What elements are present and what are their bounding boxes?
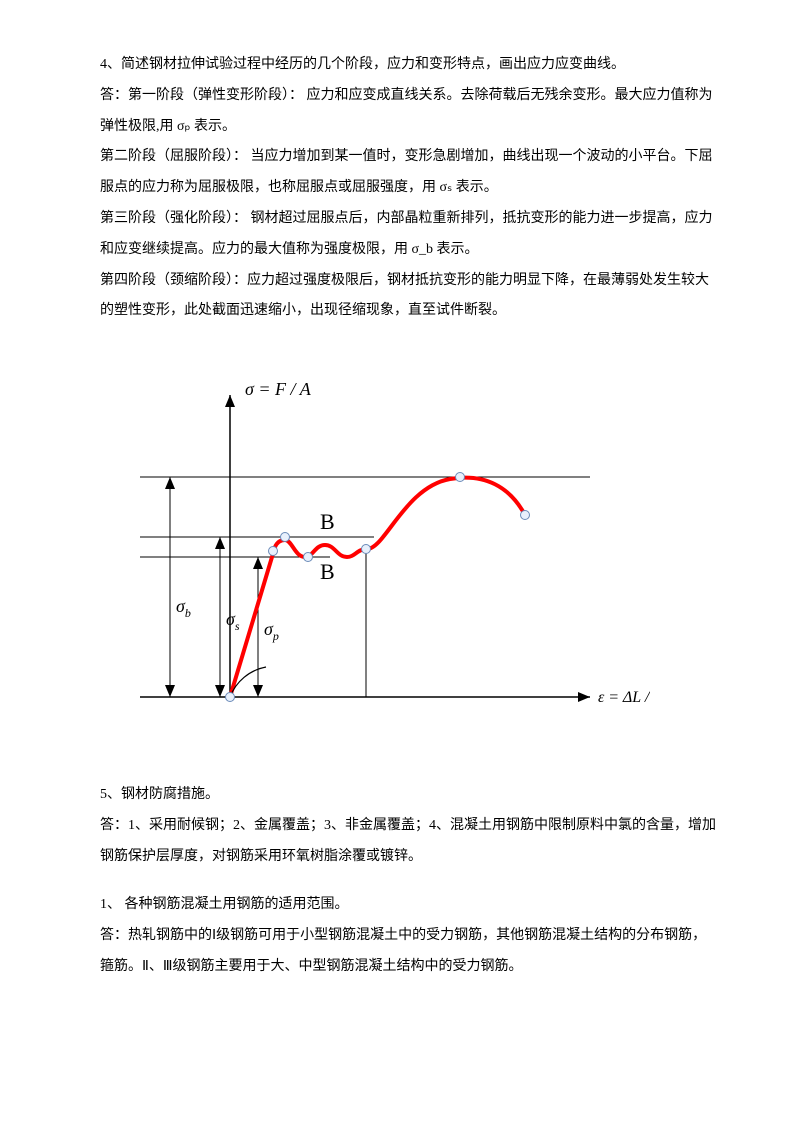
q4-answer-line: 第三阶段（强化阶段）： 钢材超过屈服点后，内部晶粒重新排列，抵抗变形的能力进一步… (100, 204, 720, 266)
svg-text:B: B (320, 509, 335, 534)
svg-text:ε = ΔL / L₀: ε = ΔL / L₀ (598, 689, 650, 706)
q4-answer-line: 第二阶段（屈服阶段）： 当应力增加到某一值时，变形急剧增加，曲线出现一个波动的小… (100, 142, 720, 204)
q4-answer-line: 第四阶段（颈缩阶段）：应力超过强度极限后，钢材抵抗变形的能力明显下降，在最薄弱处… (100, 266, 720, 328)
q4-question: 4、简述钢材拉伸试验过程中经历的几个阶段，应力和变形特点，画出应力应变曲线。 (100, 50, 720, 81)
q4-answer-line: 答：第一阶段（弹性变形阶段）： 应力和应变成直线关系。去除荷载后无残余变形。最大… (100, 81, 720, 143)
q1-question: 1、 各种钢筋混凝土用钢筋的适用范围。 (100, 890, 720, 921)
svg-text:σs: σs (226, 609, 240, 633)
svg-text:σ = F / A: σ = F / A (245, 379, 312, 399)
q5-question: 5、钢材防腐措施。 (100, 780, 720, 811)
q1-answer: 答：热轧钢筋中的Ⅰ级钢筋可用于小型钢筋混凝土中的受力钢筋，其他钢筋混凝土结构的分… (100, 921, 720, 983)
svg-text:σp: σp (264, 619, 279, 643)
stress-strain-chart: σ = F / A ε = ΔL / L₀ σb σsσp BB (130, 377, 720, 750)
q5-answer: 答：1、采用耐候钢；2、金属覆盖；3、非金属覆盖；4、混凝土用钢筋中限制原料中氯… (100, 811, 720, 873)
svg-text:σb: σb (176, 596, 191, 620)
svg-text:B: B (320, 559, 335, 584)
